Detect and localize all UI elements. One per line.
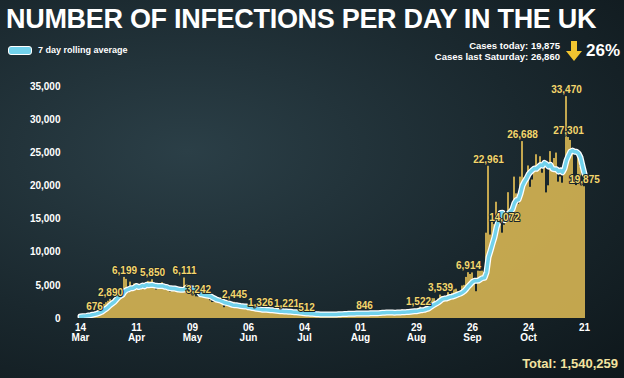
svg-text:2,445: 2,445 <box>222 289 247 300</box>
svg-text:30,000: 30,000 <box>30 114 61 125</box>
svg-text:2,890: 2,890 <box>98 287 123 298</box>
svg-text:14,072: 14,072 <box>489 212 520 223</box>
svg-text:19,875: 19,875 <box>569 174 600 185</box>
html-text:26%: 26% <box>586 41 620 60</box>
svg-text:10,000: 10,000 <box>30 246 61 257</box>
svg-text:01Aug: 01Aug <box>351 322 370 343</box>
svg-text:0: 0 <box>55 313 61 324</box>
svg-text:3,539: 3,539 <box>428 282 453 293</box>
html-text:Cases last Saturday: 26,860: Cases last Saturday: 26,860 <box>434 51 560 62</box>
svg-text:27,301: 27,301 <box>553 125 584 136</box>
svg-text:22,961: 22,961 <box>473 154 504 165</box>
svg-text:09May: 09May <box>183 322 203 343</box>
svg-text:6,914: 6,914 <box>456 260 481 271</box>
svg-text:1,522: 1,522 <box>406 296 431 307</box>
svg-text:21: 21 <box>579 322 591 333</box>
svg-text:512: 512 <box>298 302 315 313</box>
svg-text:04Jul: 04Jul <box>297 322 312 343</box>
svg-text:33,470: 33,470 <box>551 84 582 95</box>
svg-text:26,688: 26,688 <box>507 129 538 140</box>
html-text:Cases today: 19,875: Cases today: 19,875 <box>469 40 560 51</box>
html-text:Total: 1,540,259: Total: 1,540,259 <box>522 356 618 371</box>
svg-text:29Aug: 29Aug <box>407 322 426 343</box>
svg-text:24Oct: 24Oct <box>520 322 537 343</box>
svg-text:6,199: 6,199 <box>112 265 137 276</box>
svg-text:846: 846 <box>356 300 373 311</box>
svg-text:1,221: 1,221 <box>274 298 299 309</box>
svg-text:11Apr: 11Apr <box>128 322 145 343</box>
svg-text:06Jun: 06Jun <box>240 322 258 343</box>
svg-text:5,850: 5,850 <box>140 267 165 278</box>
html-text:NUMBER OF INFECTIONS PER DAY I: NUMBER OF INFECTIONS PER DAY IN THE UK <box>6 4 597 34</box>
html-text:7 day rolling average: 7 day rolling average <box>38 45 128 55</box>
svg-text:25,000: 25,000 <box>30 147 61 158</box>
svg-text:6,111: 6,111 <box>173 265 197 276</box>
svg-text:5,000: 5,000 <box>35 280 60 291</box>
svg-text:3,242: 3,242 <box>186 284 211 295</box>
svg-text:15,000: 15,000 <box>30 213 61 224</box>
svg-text:20,000: 20,000 <box>30 180 61 191</box>
svg-text:35,000: 35,000 <box>30 81 61 92</box>
svg-text:1,326: 1,326 <box>248 297 273 308</box>
svg-text:676: 676 <box>86 301 103 312</box>
svg-text:26Sep: 26Sep <box>463 322 481 343</box>
svg-text:14Mar: 14Mar <box>72 322 90 343</box>
